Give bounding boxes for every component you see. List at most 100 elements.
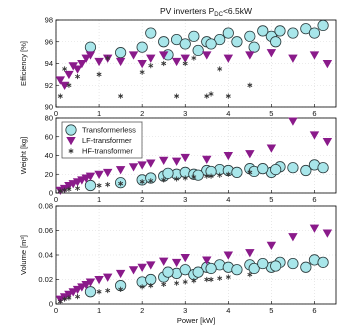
x-tick-label: 2 [140,109,144,118]
point-lf-transformer [245,51,255,60]
point-transformerless [222,27,234,39]
point-lf-transformer [309,51,320,60]
y-tick-label: 0.08 [38,202,53,211]
point-transformerless [274,25,286,37]
point-lf-transformer [115,57,126,67]
point-transformerless [84,179,97,192]
point-transformerless [162,167,174,179]
point-hf-transformer [208,91,214,97]
point-lf-transformer [266,144,277,153]
point-hf-transformer [208,276,214,283]
y-axis-label: Weight [kg] [19,137,28,174]
point-lf-transformer [288,54,298,63]
x-tick-label: 4 [226,306,230,315]
point-lf-transformer [81,54,91,63]
x-tick-label: 3 [183,195,187,204]
x-tick-label: 2 [140,306,144,315]
point-lf-transformer [158,257,169,266]
point-lf-transformer [322,60,333,69]
point-transformerless [179,264,191,276]
point-transformerless [179,38,191,50]
y-tick-label: 0.06 [38,226,53,235]
point-lf-transformer [72,65,83,74]
x-tick-label: 5 [269,195,273,204]
point-lf-transformer [72,285,83,295]
point-lf-transformer [266,49,277,58]
point-lf-transformer [137,60,147,69]
point-hf-transformer [217,66,223,72]
point-lf-transformer [171,258,182,268]
point-lf-transformer [146,54,156,63]
point-lf-transformer [202,256,212,265]
panel-volume: 0 1 2 3 4 5 6 0 0.02 0.04 0.06 0.08 Volume [m³] Power… [19,202,337,325]
legend-entry: HF-transformer [82,147,133,156]
point-lf-transformer [158,156,169,165]
point-lf-transformer [64,70,74,80]
x-tick-label: 0 [54,195,58,204]
point-transformerless [270,163,282,176]
legend-entry: LF-transformer [82,136,132,145]
point-hf-transformer [105,181,111,188]
point-hf-transformer [62,66,68,72]
point-hf-transformer [62,187,68,193]
point-transformerless [205,262,217,275]
point-transformerless [231,166,243,178]
point-hf-transformer [57,93,63,99]
point-transformerless [136,41,148,53]
point-lf-transformer [81,280,91,290]
y-tick-label: 0.04 [38,251,53,260]
point-hf-transformer [161,281,167,287]
point-transformerless [231,264,243,276]
point-transformerless [287,27,299,39]
x-tick-label: 1 [97,306,101,315]
point-hf-transformer [174,176,180,182]
point-transformerless [248,41,260,53]
x-axis-label: Power [kW] [177,316,215,325]
point-hf-transformer [182,279,188,285]
point-transformerless [270,260,282,272]
point-lf-transformer [137,161,147,170]
point-lf-transformer [68,288,78,297]
point-transformerless [257,257,269,270]
point-transformerless [317,162,329,174]
point-lf-transformer [180,54,190,63]
data-points [55,224,333,305]
legend-marker [66,137,76,146]
point-lf-transformer [322,137,333,147]
point-hf-transformer [161,177,167,183]
y-tick-label: 94 [45,59,53,68]
point-hf-transformer [247,169,253,175]
y-tick-label: 0 [49,189,53,198]
point-transformerless [192,266,204,278]
point-hf-transformer [75,73,81,80]
point-transformerless [205,38,217,50]
point-hf-transformer [57,298,63,305]
point-hf-transformer [191,174,197,180]
point-hf-transformer [191,278,197,284]
data-points [55,19,333,99]
point-transformerless [231,36,243,48]
y-tick-label: 96 [45,37,53,46]
point-hf-transformer [118,286,124,292]
point-lf-transformer [309,224,320,233]
point-hf-transformer [148,283,154,289]
point-hf-transformer [118,181,124,187]
point-lf-transformer [223,251,234,260]
point-lf-transformer [309,131,320,140]
point-hf-transformer [96,71,102,77]
point-transformerless [248,262,260,275]
point-hf-transformer [148,63,154,69]
point-lf-transformer [171,157,182,166]
point-transformerless [192,44,204,57]
point-hf-transformer [96,289,102,295]
x-tick-label: 4 [226,195,230,204]
point-hf-transformer [66,186,72,192]
x-tick-label: 4 [226,109,230,118]
point-hf-transformer [204,173,210,179]
y-axis-label: Volume [m³] [19,235,28,275]
point-hf-transformer [225,171,231,177]
x-tick-label: 2 [140,195,144,204]
point-lf-transformer [77,60,87,69]
legend-entry: Transformerless [82,126,136,135]
point-hf-transformer [217,172,223,178]
